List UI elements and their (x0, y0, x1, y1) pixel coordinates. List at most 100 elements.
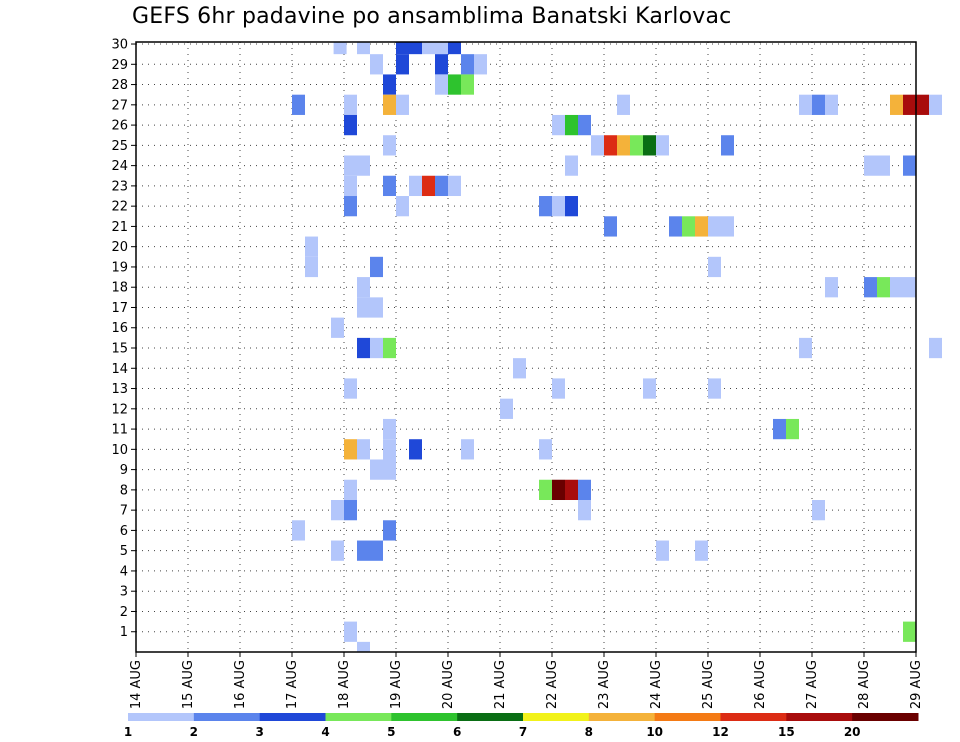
colorbar-label: 15 (778, 725, 795, 739)
x-tick-label: 25 AUG (701, 660, 716, 709)
heatmap-cell (812, 500, 825, 521)
heatmap-cell (357, 277, 370, 298)
heatmap-cell (305, 256, 318, 278)
heatmap-cell (331, 500, 344, 521)
y-tick-label: 12 (111, 402, 128, 417)
y-tick-label: 10 (111, 443, 128, 458)
heatmap-cell (565, 155, 578, 176)
heatmap-cell (903, 94, 916, 115)
heatmap-cell (799, 337, 812, 359)
heatmap-cell (461, 74, 474, 95)
x-tick-label: 28 AUG (857, 660, 872, 709)
heatmap-cell (370, 256, 383, 278)
heatmap-cell (565, 479, 578, 501)
heatmap-cell (656, 540, 669, 561)
y-tick-label: 28 (111, 78, 128, 93)
heatmap-cell (357, 439, 370, 460)
heatmap-cell (383, 175, 396, 197)
heatmap-cell (877, 155, 890, 176)
heatmap-cell (448, 42, 461, 55)
heatmap-cell (695, 216, 708, 237)
heatmap-cell (656, 135, 669, 156)
heatmap-cell (578, 479, 591, 501)
y-tick-label: 22 (111, 200, 128, 215)
heatmap-cell (344, 479, 357, 501)
heatmap-cell (877, 277, 890, 298)
colorbar-label: 3 (255, 725, 263, 739)
heatmap-cell (333, 42, 347, 55)
heatmap-cell (409, 175, 422, 197)
grid-layer (136, 42, 916, 652)
heatmap-cell (383, 418, 396, 440)
y-tick-label: 29 (111, 58, 128, 73)
heatmap-cell (552, 479, 565, 501)
heatmap-cell (396, 42, 409, 55)
y-axis: 1234567891011121314151617181920212223242… (111, 38, 136, 640)
heatmap-cell (864, 155, 877, 176)
heatmap-cell (435, 74, 448, 95)
heatmap-cell (370, 337, 383, 359)
heatmap-cell (305, 236, 318, 257)
y-tick-label: 17 (111, 301, 128, 316)
heatmap-cell (929, 337, 942, 359)
heatmap-cell (331, 317, 344, 338)
heatmap-cell (435, 175, 448, 197)
heatmap-cell (383, 135, 396, 156)
heatmap-cell (474, 54, 487, 75)
heatmap-cell (344, 439, 357, 460)
heatmap-cell (357, 540, 370, 561)
y-tick-label: 30 (111, 38, 128, 53)
heatmap-cell (708, 378, 721, 399)
heatmap-cell (890, 277, 903, 298)
heatmap-cell (812, 94, 825, 115)
heatmap-cell (344, 175, 357, 197)
heatmap-cell (383, 337, 396, 359)
heatmap-cell (448, 74, 461, 95)
heatmap-cell (292, 520, 305, 541)
heatmap-cell (890, 94, 903, 115)
y-tick-label: 2 (120, 605, 128, 620)
heatmap-cell (344, 500, 357, 521)
y-tick-label: 23 (111, 179, 128, 194)
colorbar-swatch (852, 713, 919, 721)
x-tick-label: 18 AUG (337, 660, 352, 709)
heatmap-cell (396, 54, 409, 75)
colorbar-label: 10 (646, 725, 663, 739)
heatmap-cell (695, 540, 708, 561)
y-tick-label: 3 (120, 585, 128, 600)
x-tick-label: 22 AUG (545, 660, 560, 709)
colorbar-swatch (128, 713, 195, 721)
y-tick-label: 1 (120, 625, 128, 640)
heatmap-cell (708, 216, 721, 237)
y-tick-label: 4 (120, 564, 128, 579)
heatmap-cell (799, 94, 812, 115)
heatmap-cell (422, 175, 435, 197)
heatmap-cell (409, 439, 422, 460)
y-tick-label: 27 (111, 98, 128, 113)
heatmap-cell (591, 135, 604, 156)
heatmap-cell (409, 42, 422, 55)
colorbar-label: 20 (844, 725, 861, 739)
colorbar-swatch (391, 713, 458, 721)
heatmap-cell (461, 439, 474, 460)
colorbar-swatch (720, 713, 787, 721)
x-tick-label: 21 AUG (493, 660, 508, 709)
heatmap-cell (565, 196, 578, 217)
heatmap-cell (903, 155, 916, 176)
colorbar-swatch (588, 713, 656, 721)
y-tick-label: 8 (120, 483, 128, 498)
heatmap-cell (708, 256, 721, 278)
heatmap-cell (617, 94, 630, 115)
y-tick-label: 14 (111, 362, 128, 377)
y-tick-label: 7 (120, 504, 128, 519)
y-tick-label: 9 (120, 463, 128, 478)
x-tick-label: 23 AUG (597, 660, 612, 709)
heatmap-cell (383, 520, 396, 541)
x-tick-label: 19 AUG (389, 660, 404, 709)
heatmap-cell (643, 378, 656, 399)
heatmap-cell (396, 196, 409, 217)
colorbar-label: 8 (585, 725, 593, 739)
colorbar-label: 5 (387, 725, 395, 739)
y-tick-label: 6 (120, 524, 128, 539)
